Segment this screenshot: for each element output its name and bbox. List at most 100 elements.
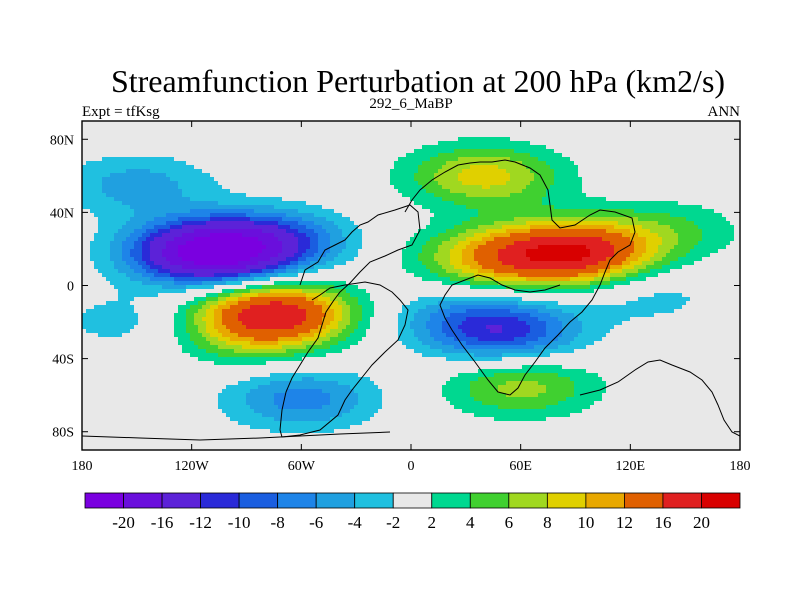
field-cell [154, 225, 159, 230]
field-cell [318, 197, 323, 202]
field-cell [430, 141, 435, 146]
field-cell [430, 201, 435, 206]
field-cell [374, 165, 379, 170]
field-cell [670, 225, 675, 230]
field-cell [666, 129, 671, 134]
field-cell [278, 217, 283, 222]
field-cell [362, 217, 367, 222]
field-cell [650, 185, 655, 190]
field-cell [362, 145, 367, 150]
field-cell [338, 121, 343, 126]
field-cell [182, 229, 187, 234]
field-cell [558, 209, 563, 214]
field-cell [146, 129, 151, 134]
field-cell [246, 133, 251, 138]
field-cell [226, 241, 231, 246]
field-cell [130, 209, 135, 214]
field-cell [542, 165, 547, 170]
field-cell [434, 177, 439, 182]
field-cell [254, 129, 259, 134]
field-cell [442, 153, 447, 158]
field-cell [338, 165, 343, 170]
field-cell [174, 149, 179, 154]
field-cell [274, 181, 279, 186]
field-cell [346, 221, 351, 226]
field-cell [622, 201, 627, 206]
field-cell [626, 181, 631, 186]
field-cell [694, 221, 699, 226]
field-cell [466, 153, 471, 158]
field-cell [682, 125, 687, 130]
field-cell [738, 205, 740, 210]
field-cell [174, 157, 179, 162]
field-cell [90, 181, 95, 186]
field-cell [574, 217, 579, 222]
field-cell [158, 181, 163, 186]
field-cell [270, 213, 275, 218]
field-cell [238, 233, 243, 238]
field-cell [574, 161, 579, 166]
field-cell [302, 121, 307, 126]
field-cell [590, 173, 595, 178]
field-cell [634, 149, 639, 154]
field-cell [434, 233, 439, 238]
field-cell [686, 145, 691, 150]
field-cell [542, 173, 547, 178]
field-cell [206, 157, 211, 162]
field-cell [642, 129, 647, 134]
field-cell [650, 125, 655, 130]
field-cell [654, 205, 659, 210]
field-cell [222, 233, 227, 238]
field-cell [390, 145, 395, 150]
field-cell [326, 177, 331, 182]
field-cell [654, 185, 659, 190]
field-cell [346, 153, 351, 158]
field-cell [218, 229, 223, 234]
field-cell [206, 129, 211, 134]
field-cell [658, 233, 663, 238]
field-cell [238, 121, 243, 126]
field-cell [342, 233, 347, 238]
field-cell [518, 141, 523, 146]
field-cell [642, 161, 647, 166]
field-cell [502, 201, 507, 206]
field-cell [190, 157, 195, 162]
field-cell [694, 181, 699, 186]
field-cell [210, 149, 215, 154]
field-cell [166, 193, 171, 198]
field-cell [562, 157, 567, 162]
field-cell [542, 141, 547, 146]
field-cell [218, 193, 223, 198]
field-cell [730, 201, 735, 206]
field-cell [106, 125, 111, 130]
field-cell [190, 177, 195, 182]
field-cell [554, 133, 559, 138]
field-cell [594, 233, 599, 238]
field-cell [118, 181, 123, 186]
field-cell [690, 141, 695, 146]
field-cell [206, 225, 211, 230]
field-cell [674, 137, 679, 142]
field-cell [594, 141, 599, 146]
field-cell [166, 197, 171, 202]
field-cell [450, 161, 455, 166]
field-cell [178, 197, 183, 202]
field-cell [542, 153, 547, 158]
field-cell [230, 233, 235, 238]
field-cell [674, 225, 679, 230]
field-cell [170, 225, 175, 230]
field-cell [182, 217, 187, 222]
field-cell [454, 189, 459, 194]
field-cell [422, 173, 427, 178]
field-cell [438, 145, 443, 150]
field-cell [182, 177, 187, 182]
field-cell [454, 237, 459, 242]
field-cell [234, 181, 239, 186]
field-cell [354, 209, 359, 214]
field-cell [434, 209, 439, 214]
field-cell [354, 225, 359, 230]
field-cell [366, 201, 371, 206]
field-cell [598, 173, 603, 178]
field-cell [514, 137, 519, 142]
field-cell [242, 137, 247, 142]
